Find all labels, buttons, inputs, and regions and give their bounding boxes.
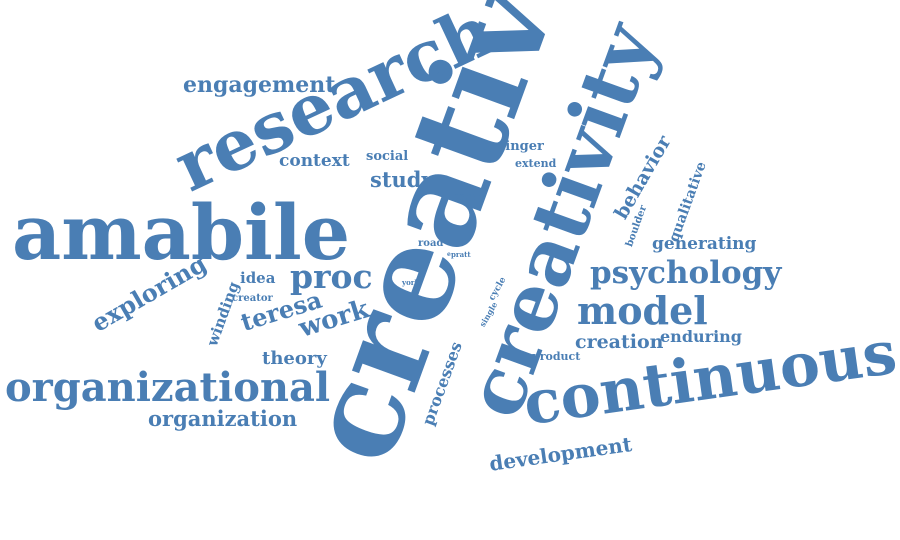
word-creator: creator: [232, 293, 273, 304]
word-essay: essay: [452, 190, 485, 204]
word-generating: generating: [652, 234, 757, 255]
word-springer: springer: [482, 138, 544, 154]
word-creation: creation: [575, 330, 664, 353]
word-amabile: amabile: [12, 188, 351, 278]
word-model: model: [577, 287, 708, 333]
word-organizational: organizational: [5, 364, 331, 411]
word-product: product: [532, 350, 581, 364]
word-qualitative: qualitative: [666, 159, 710, 244]
word-pratt: pratt: [451, 250, 471, 260]
word-psychology: psychology: [590, 255, 782, 292]
word-development: development: [487, 432, 634, 476]
word-proc: proc: [290, 256, 373, 296]
word-theory: theory: [262, 347, 327, 369]
word-organization: organization: [148, 406, 298, 432]
word-winding: winding: [203, 279, 243, 349]
word-e: e: [447, 251, 451, 259]
word-road: road: [418, 238, 444, 249]
word-enduring: enduring: [660, 327, 742, 347]
word-idea: idea: [240, 269, 276, 287]
word-extend: extend: [515, 157, 557, 171]
word-engagement: engagement: [183, 72, 336, 99]
word-york: york: [402, 278, 420, 288]
word-context: context: [279, 151, 350, 172]
word-study: study: [370, 167, 434, 193]
word-social: social: [366, 148, 409, 164]
